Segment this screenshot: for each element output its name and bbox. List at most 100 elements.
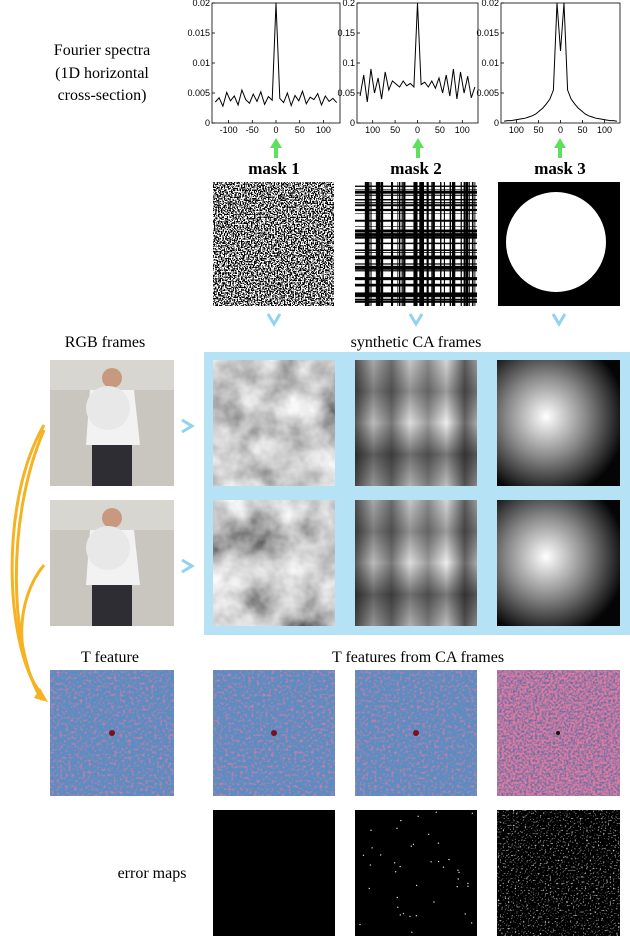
- mask-line: [463, 182, 465, 306]
- mask-line: [355, 186, 477, 187]
- y-tick-label: 0.01: [481, 58, 499, 68]
- error-dot: [456, 885, 458, 888]
- error-dot: [417, 815, 419, 817]
- mask-title: mask 1: [248, 159, 299, 178]
- mask-line: [355, 203, 477, 205]
- y-tick-label: 0.015: [187, 28, 210, 38]
- mask-line: [460, 182, 462, 306]
- error-dot: [369, 864, 372, 866]
- mask-line: [467, 182, 469, 306]
- mask-line: [398, 182, 401, 306]
- error-dot: [442, 866, 445, 868]
- green-arrows: [270, 138, 566, 158]
- error-dot: [400, 819, 402, 822]
- y-tick-label: 0.005: [476, 88, 499, 98]
- row-label: T feature: [81, 649, 139, 666]
- y-tick-label: 0: [350, 118, 355, 128]
- spectra-label: (1D horizontal: [55, 65, 149, 82]
- error-dot: [470, 922, 473, 924]
- mask-line: [449, 182, 452, 306]
- x-tick-label: 100: [597, 125, 612, 135]
- mask-line: [432, 182, 435, 306]
- x-tick-label: -50: [246, 125, 259, 135]
- error-dot: [457, 878, 459, 880]
- x-tick-label: 100: [316, 125, 331, 135]
- error-dot: [430, 861, 432, 863]
- error-dot: [359, 923, 361, 926]
- mask-line: [355, 236, 477, 239]
- mask-line: [355, 263, 477, 265]
- mask-line: [355, 229, 477, 233]
- mask-line: [421, 182, 424, 306]
- mask-line: [474, 182, 476, 306]
- x-tick-label: 0: [273, 125, 278, 135]
- x-tick-label: 50: [578, 125, 588, 135]
- t-features: [50, 670, 620, 796]
- error-dot: [457, 869, 459, 872]
- error-dot: [433, 901, 435, 903]
- row-label: synthetic CA frames: [351, 334, 482, 351]
- error-dot: [393, 862, 396, 864]
- y-tick-label: 0.05: [337, 88, 355, 98]
- mask-line: [469, 182, 470, 306]
- mask-line: [355, 235, 477, 236]
- mask-line: [452, 182, 455, 306]
- spectra-label: cross-section): [58, 87, 147, 104]
- error-dot: [370, 829, 372, 832]
- y-tick-label: 0.02: [192, 0, 210, 8]
- error-dot: [399, 914, 402, 916]
- spectrum-line: [504, 2, 617, 122]
- mask-line: [391, 182, 394, 306]
- row-label: RGB frames: [65, 334, 145, 351]
- error-dot: [379, 854, 382, 856]
- y-tick-label: 0.015: [476, 28, 499, 38]
- plot-frame: [356, 2, 479, 124]
- mask-line: [376, 182, 380, 306]
- y-tick-label: 0: [205, 118, 210, 128]
- mask-line: [355, 219, 477, 222]
- x-tick-label: 50: [533, 125, 543, 135]
- error-dot: [467, 882, 469, 885]
- mask-line: [371, 182, 372, 306]
- y-tick-label: 0.02: [481, 0, 499, 8]
- error-dot: [410, 845, 412, 847]
- y-tick-label: 0.15: [337, 28, 355, 38]
- mask-line: [473, 182, 475, 306]
- arrow-head: [34, 688, 48, 702]
- spectrum-line: [359, 2, 476, 103]
- error-dot: [435, 811, 437, 813]
- error-dot: [464, 913, 466, 915]
- error-dot: [471, 812, 474, 814]
- mask-line: [366, 182, 369, 306]
- mask-line: [355, 212, 477, 214]
- error-dot: [437, 860, 440, 863]
- mask-line: [426, 182, 429, 306]
- error-dot: [458, 871, 460, 874]
- x-tick-label: 50: [435, 125, 445, 135]
- rgb-frame: [50, 500, 174, 626]
- x-tick-label: 0: [558, 125, 563, 135]
- error-dot: [397, 906, 399, 908]
- error-dot: [394, 871, 397, 873]
- y-tick-label: 0: [494, 118, 499, 128]
- mask-line: [401, 182, 403, 306]
- x-tick-label: -100: [220, 125, 238, 135]
- error-maps: [213, 810, 620, 936]
- error-dot: [409, 915, 411, 918]
- row-label: T features from CA frames: [332, 649, 504, 666]
- mask-image: [355, 182, 477, 306]
- row-label: error maps: [118, 865, 187, 882]
- error-dot: [448, 858, 450, 861]
- mask-line: [355, 277, 477, 281]
- error-dot: [399, 865, 401, 868]
- y-tick-label: 0.2: [342, 0, 355, 8]
- mask-line: [413, 182, 417, 306]
- x-tick-label: 100: [455, 125, 470, 135]
- y-tick-label: 0.005: [187, 88, 210, 98]
- error-dot: [411, 931, 413, 933]
- plot-frame: [211, 2, 341, 124]
- mask-line: [391, 182, 393, 306]
- mask-line: [391, 182, 393, 306]
- x-tick-label: 50: [295, 125, 305, 135]
